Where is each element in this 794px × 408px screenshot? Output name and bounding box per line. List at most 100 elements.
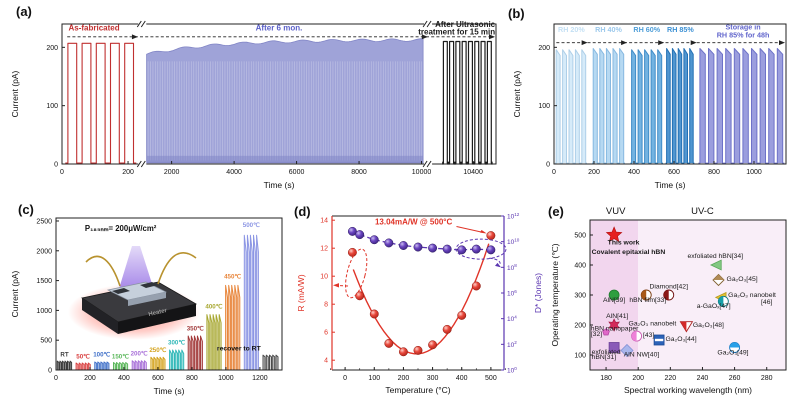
svg-text:1010: 1010	[507, 238, 520, 247]
svg-text:AlN NW[40]: AlN NW[40]	[624, 352, 660, 359]
svg-text:100: 100	[46, 103, 58, 110]
panel-b-label: (b)	[508, 6, 525, 21]
svg-text:400: 400	[456, 375, 468, 382]
svg-text:0: 0	[552, 169, 556, 176]
svg-text:[32]: [32]	[591, 331, 602, 338]
panel-c-label: (c)	[18, 202, 34, 217]
svg-text:P₁₈₅ₙₘ= 200μW/cm²: P₁₈₅ₙₘ= 200μW/cm²	[85, 224, 157, 233]
svg-text:Ga₂O₃[49]: Ga₂O₃[49]	[717, 350, 748, 357]
svg-text:260: 260	[729, 375, 741, 382]
svg-text:13.04mA/W @ 500°C: 13.04mA/W @ 500°C	[375, 217, 452, 226]
svg-text:1000: 1000	[36, 308, 52, 315]
svg-text:As-fabricated: As-fabricated	[69, 23, 120, 32]
svg-text:Current (pA): Current (pA)	[10, 70, 20, 117]
svg-text:12: 12	[320, 246, 328, 253]
svg-text:Time (s): Time (s)	[154, 386, 185, 396]
svg-text:14: 14	[320, 218, 328, 225]
svg-text:200: 200	[122, 169, 134, 176]
svg-text:RH 85% for 48h: RH 85% for 48h	[717, 30, 770, 39]
svg-text:0: 0	[54, 375, 58, 382]
svg-text:180: 180	[600, 375, 612, 382]
svg-text:Temperature (°C): Temperature (°C)	[385, 385, 450, 395]
svg-text:200: 200	[588, 169, 600, 176]
svg-text:100: 100	[507, 366, 517, 375]
svg-text:0: 0	[48, 368, 52, 375]
svg-text:RH 60%: RH 60%	[633, 25, 660, 34]
svg-text:treatment for 15 min: treatment for 15 min	[418, 28, 495, 37]
svg-text:150℃: 150℃	[112, 353, 129, 360]
svg-text:Diamond[42]: Diamond[42]	[649, 284, 688, 291]
svg-text:102: 102	[507, 340, 517, 349]
svg-text:300℃: 300℃	[168, 339, 185, 346]
svg-text:UV-C: UV-C	[691, 206, 714, 217]
svg-text:Ga₂O₃[48]: Ga₂O₃[48]	[693, 322, 724, 329]
svg-text:500: 500	[485, 375, 497, 382]
svg-text:Spectral working wavelength (n: Spectral working wavelength (nm)	[624, 385, 752, 395]
svg-text:RH 20%: RH 20%	[558, 25, 585, 34]
panel-e-label: (e)	[548, 204, 564, 219]
svg-text:400℃: 400℃	[205, 303, 222, 310]
svg-text:2000: 2000	[164, 169, 180, 176]
svg-text:200℃: 200℃	[131, 351, 148, 358]
svg-text:0: 0	[546, 162, 550, 169]
svg-text:240: 240	[697, 375, 709, 382]
svg-text:10000: 10000	[412, 169, 432, 176]
svg-text:D* (Jones): D* (Jones)	[533, 273, 543, 313]
svg-text:Ga₂O₃[44]: Ga₂O₃[44]	[666, 336, 697, 343]
svg-text:6000: 6000	[289, 169, 305, 176]
svg-text:500: 500	[574, 233, 586, 240]
svg-text:0: 0	[343, 375, 347, 382]
svg-text:Heater: Heater	[148, 308, 168, 318]
svg-text:108: 108	[507, 263, 517, 272]
svg-text:hBN film[33]: hBN film[33]	[629, 297, 666, 304]
svg-text:200: 200	[538, 45, 550, 52]
panel-e: (e) VUV UV-C 180 200 220 240 260 280 100 200 300 40…	[548, 202, 794, 408]
svg-text:AlN[39]: AlN[39]	[603, 297, 625, 304]
panel-a-chart: 0 200 2000 4000 6000 8000 10000 10400 0 100 200 Tim…	[10, 20, 497, 190]
panel-a-label: (a)	[16, 4, 32, 19]
svg-text:100: 100	[574, 353, 586, 360]
svg-text:800: 800	[186, 375, 198, 382]
svg-text:[43]: [43]	[643, 332, 654, 339]
svg-text:RT: RT	[60, 351, 68, 358]
svg-text:Ga₂O₃ nanobelt: Ga₂O₃ nanobelt	[629, 320, 677, 327]
svg-text:100: 100	[368, 375, 380, 382]
panel-c: (c) Heater RT 50℃ 100℃ 150℃ 200℃ 250℃ 300℃ 350℃ 4…	[6, 202, 292, 408]
svg-text:200: 200	[398, 375, 410, 382]
svg-text:Ga₂O₃[45]: Ga₂O₃[45]	[727, 276, 758, 283]
svg-text:300: 300	[574, 293, 586, 300]
svg-text:exfoliated hBN[34]: exfoliated hBN[34]	[688, 253, 744, 260]
svg-text:a-GaOₓ[47]: a-GaOₓ[47]	[697, 303, 731, 310]
panel-e-chart: VUV UV-C 180 200 220 240 260 280 100 200 300 400 500…	[550, 206, 787, 395]
svg-text:200: 200	[632, 375, 644, 382]
svg-text:Time (s): Time (s)	[264, 180, 295, 190]
svg-text:Time (s): Time (s)	[655, 180, 686, 190]
svg-text:300: 300	[427, 375, 439, 382]
svg-text:1000: 1000	[746, 169, 762, 176]
svg-text:50℃: 50℃	[76, 353, 90, 360]
svg-text:800: 800	[708, 169, 720, 176]
svg-text:1500: 1500	[36, 278, 52, 285]
svg-text:1200: 1200	[252, 375, 268, 382]
panel-d-label: (d)	[294, 204, 311, 219]
svg-text:350℃: 350℃	[187, 325, 204, 332]
svg-text:104: 104	[507, 315, 517, 324]
svg-text:200: 200	[46, 45, 58, 52]
svg-text:400: 400	[574, 263, 586, 270]
svg-text:Ga₂O₃ nanobelt: Ga₂O₃ nanobelt	[728, 292, 776, 299]
panel-a: (a) 0 200 2000 4000 6000 8000 10000 10400 0 100 20…	[6, 2, 504, 200]
panel-b-chart: 0 200 400 600 800 1000 0 100 200 Time (s) Current …	[512, 22, 787, 190]
svg-text:400: 400	[118, 375, 130, 382]
svg-text:600: 600	[668, 169, 680, 176]
svg-text:200: 200	[574, 323, 586, 330]
svg-text:2000: 2000	[36, 248, 52, 255]
panel-d-chart: 0 100 200 300 400 500468101214100102104106108…	[296, 212, 543, 395]
svg-text:100℃: 100℃	[93, 351, 110, 358]
panel-b: (b) 0 200 400 600 800 1000 0 100 200 Time (s) Curr…	[508, 2, 794, 200]
svg-text:106: 106	[507, 289, 517, 298]
svg-text:0: 0	[60, 169, 64, 176]
svg-text:600: 600	[152, 375, 164, 382]
panel-d: (d) 0 100 200 300 400 500 4 6 8 10 12 14 100 102 104 10…	[294, 202, 546, 408]
svg-text:VUV: VUV	[606, 206, 626, 217]
svg-text:4: 4	[324, 358, 328, 365]
